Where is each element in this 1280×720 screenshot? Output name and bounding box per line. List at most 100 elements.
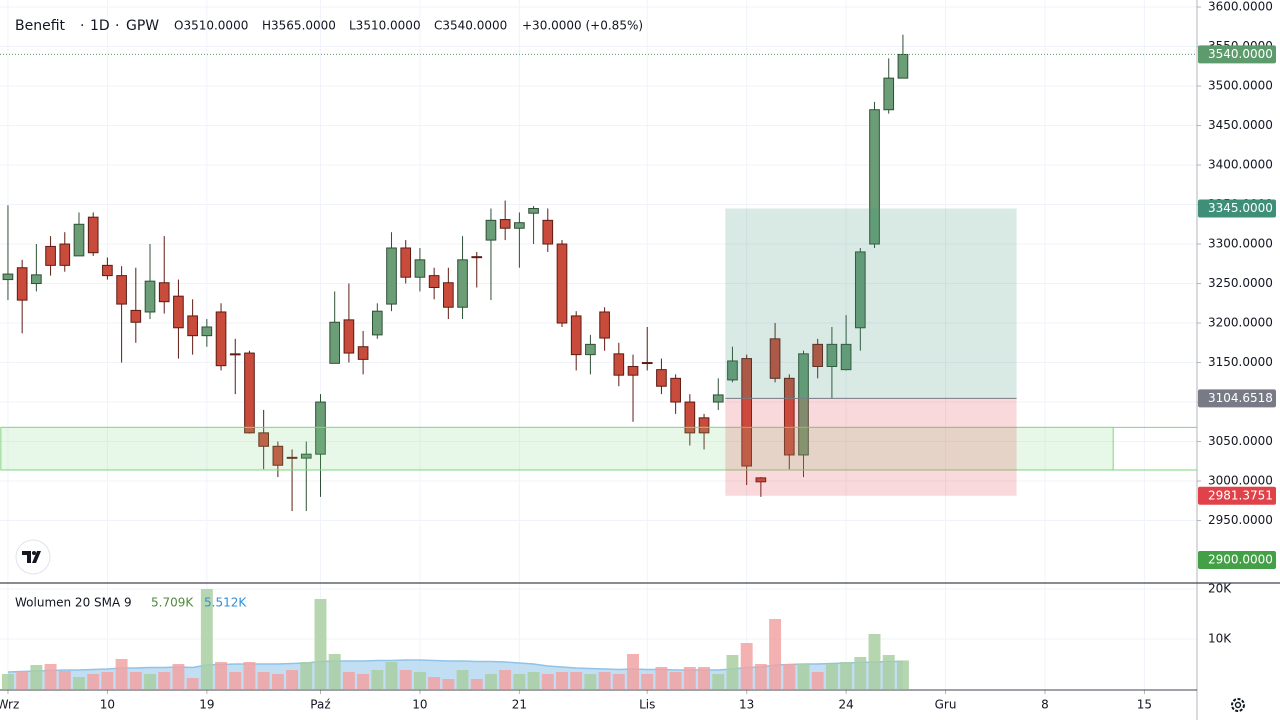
volume-bar — [200, 589, 213, 689]
volume-bar — [896, 660, 909, 689]
volume-tick-label: 20K — [1208, 582, 1232, 596]
candle — [130, 267, 142, 343]
candle-body — [428, 275, 440, 288]
candle-body — [670, 377, 681, 403]
candle-body — [457, 259, 468, 308]
candle — [428, 267, 440, 300]
volume-bar — [172, 664, 185, 689]
volume-legend: Wolumen 20 SMA 9 5.709K 5.512K — [15, 596, 247, 610]
candle — [670, 374, 681, 414]
candle — [826, 326, 838, 399]
volume-bar — [769, 619, 782, 689]
separator: · — [115, 18, 119, 34]
candle-body — [45, 245, 56, 266]
x-tick-label: 19 — [199, 698, 214, 712]
candle-body — [613, 353, 625, 376]
ohlc-close: C3540.0000 — [434, 19, 507, 33]
volume-bar — [740, 643, 753, 689]
volume-bar — [158, 672, 171, 689]
y-tick-label: 2950.0000 — [1208, 513, 1273, 527]
ohlc-change: +30.0000 (+0.85%) — [522, 19, 643, 33]
candle-body — [286, 456, 298, 459]
settings-button[interactable] — [1231, 698, 1245, 712]
x-tick-label: 15 — [1137, 698, 1152, 712]
y-tick-label: 3400.0000 — [1208, 158, 1273, 172]
volume-bar — [698, 667, 711, 689]
x-tick-label: Paź — [310, 698, 330, 712]
volume-bar — [754, 664, 767, 689]
candle — [585, 334, 596, 375]
candle-body — [854, 251, 866, 329]
candle-body — [712, 394, 724, 403]
y-tick-label: 3500.0000 — [1208, 79, 1273, 93]
exchange: GPW — [126, 18, 159, 34]
loss-zone — [725, 398, 1017, 496]
ohlc-high: H3565.0000 — [262, 19, 336, 33]
candle — [528, 206, 539, 245]
volume-bar — [385, 662, 398, 689]
volume-bar — [655, 667, 668, 689]
candle-body — [570, 315, 582, 356]
candle-body — [741, 358, 752, 467]
x-tick-label: Wrz — [0, 698, 19, 712]
volume-bar — [371, 670, 384, 689]
candle — [286, 449, 298, 512]
volume-bar — [101, 672, 114, 689]
x-tick-label: 10 — [100, 698, 115, 712]
tv-logo — [15, 539, 51, 575]
x-tick-label: Gru — [935, 698, 957, 712]
last-price-label-bg — [1198, 45, 1276, 64]
candle — [357, 330, 369, 375]
volume-bar — [868, 634, 881, 689]
candle-body — [556, 243, 568, 324]
candle — [556, 240, 568, 327]
volume-bar — [499, 670, 512, 689]
volume-bar — [797, 664, 810, 689]
candle — [698, 413, 710, 450]
volume-bar — [115, 659, 128, 689]
candle — [400, 240, 412, 284]
y-tick-label: 3300.0000 — [1208, 237, 1273, 251]
candle — [45, 236, 56, 276]
zone — [0, 426, 1114, 471]
candle-body — [627, 365, 639, 376]
candle — [16, 259, 28, 334]
candle — [570, 311, 582, 371]
candle — [102, 257, 113, 280]
sma-area — [7, 660, 903, 689]
volume-last: 5.709K — [151, 596, 194, 610]
candle — [514, 212, 525, 268]
candle-body — [173, 295, 184, 329]
candle — [542, 208, 554, 252]
candle — [59, 232, 71, 272]
sma-last: 5.512K — [204, 596, 247, 610]
candle-body — [840, 343, 852, 371]
candle-body — [641, 362, 653, 365]
logo-circle — [15, 539, 51, 575]
candle-body — [443, 282, 454, 308]
volume-bar — [484, 674, 497, 689]
gear-hole[interactable] — [1234, 701, 1242, 709]
ohlc-low: L3510.0000 — [349, 19, 421, 33]
gear-icon[interactable] — [1231, 698, 1245, 712]
candle-body — [2, 273, 14, 281]
y-tick-label: 3600.0000 — [1208, 0, 1273, 14]
candle — [883, 58, 895, 114]
candle-body — [343, 319, 355, 354]
candle-body — [102, 264, 113, 277]
candle-body — [883, 77, 895, 111]
volume-bar — [470, 679, 483, 689]
candle-body — [656, 369, 667, 387]
logo-mark — [22, 551, 41, 563]
drawings — [0, 53, 1197, 496]
sma-line — [7, 659, 903, 673]
candle — [457, 236, 468, 320]
candle — [2, 205, 14, 301]
time-axis-bg — [0, 690, 1280, 720]
candle — [116, 266, 127, 363]
volume-bar — [30, 665, 43, 689]
candle-body — [514, 222, 525, 229]
volume-bar — [683, 667, 696, 689]
volume-bar — [811, 672, 824, 689]
